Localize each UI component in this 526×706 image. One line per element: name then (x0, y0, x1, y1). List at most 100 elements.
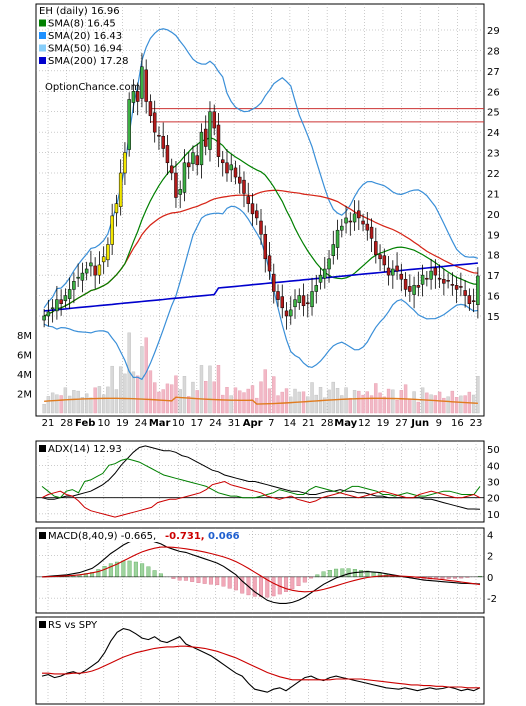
candle-body (318, 274, 323, 283)
volume-bar (204, 381, 208, 414)
x-tick-label: 10 (97, 418, 110, 429)
volume-bar (72, 390, 76, 414)
volume-bar (221, 394, 225, 414)
volume-bar (340, 395, 344, 414)
volume-bar (229, 395, 233, 414)
macd-histogram-bar (233, 576, 238, 591)
macd-histogram-bar (284, 576, 289, 592)
candle-body (80, 272, 85, 281)
volume-bar (195, 390, 199, 414)
candle-body (289, 309, 293, 317)
volume-bar (459, 395, 463, 414)
x-tick-label: Jun (410, 418, 429, 429)
candle-body (161, 135, 165, 149)
volume-bar (284, 388, 289, 414)
volume-bar (110, 365, 114, 414)
volume-bar (76, 390, 80, 414)
volume-bar (46, 396, 51, 414)
rs-legend-swatch (39, 621, 46, 628)
candle-body (369, 226, 374, 239)
macd-tick-label: 4 (487, 530, 493, 541)
volume-bar (399, 390, 404, 414)
adx-series-line (41, 458, 481, 499)
macd-histogram-bar (102, 566, 107, 578)
volume-bar (408, 399, 412, 414)
volume-bar (67, 395, 72, 414)
candle-body (408, 286, 412, 292)
rs-title-bg (37, 618, 109, 631)
candle-body (127, 99, 131, 150)
candle-body (46, 311, 51, 317)
candle-body (220, 159, 225, 164)
price-tick-label: 28 (487, 46, 500, 57)
candle-body (297, 295, 302, 303)
x-tick-label: May (334, 418, 357, 429)
volume-bar (170, 384, 174, 414)
candle-body (178, 189, 182, 195)
candle-body (135, 91, 140, 102)
volume-bar (276, 395, 280, 414)
x-tick-label: 28 (321, 418, 334, 429)
volume-bar (101, 394, 106, 414)
macd-histogram-bar (302, 576, 307, 583)
candle-body (216, 124, 221, 157)
volume-bar (416, 401, 421, 414)
candle-body (63, 295, 68, 301)
candle-body (301, 295, 306, 307)
price-panel-frame (35, 3, 485, 417)
candle-body (403, 278, 408, 290)
candle-body (420, 274, 425, 285)
candle-body (182, 162, 187, 193)
macd-tick-label: -2 (487, 594, 497, 605)
macd-histogram-bar (146, 566, 151, 578)
volume-bar (242, 392, 246, 414)
volume-bar (425, 392, 429, 414)
volume-bar (89, 397, 93, 414)
candle-body (246, 196, 250, 204)
adx-legend-swatch (39, 445, 46, 452)
x-tick-label: 21 (42, 418, 55, 429)
candle-body (280, 296, 285, 309)
volume-bar (55, 394, 59, 414)
price-tick-label: 23 (487, 149, 500, 160)
macd-histogram-bar (334, 568, 339, 578)
price-tick-label: 27 (487, 67, 500, 78)
macd-histogram-bar (202, 576, 207, 584)
candle-body (106, 244, 110, 261)
volume-bar (123, 373, 127, 414)
volume-bar (238, 390, 242, 414)
volume-bar (327, 389, 331, 414)
volume-bar (208, 365, 212, 414)
macd-histogram-bar (296, 576, 301, 587)
volume-bar (153, 382, 157, 414)
volume-bar (361, 394, 365, 414)
candle-body (157, 134, 161, 137)
volume-bar (174, 375, 178, 414)
x-tick-label: Apr (243, 418, 263, 429)
candle-body (55, 299, 59, 312)
volume-bar (476, 376, 480, 414)
macd-histogram-bar (346, 568, 351, 578)
legend-label: SMA(8) 16.45 (48, 19, 116, 30)
volume-bar (93, 387, 97, 414)
x-tick-label: 12 (358, 418, 371, 429)
volume-bar (454, 397, 459, 414)
price-tick-label: 29 (487, 26, 500, 37)
x-tick-label: 31 (228, 418, 241, 429)
macd-histogram-bar (133, 561, 138, 578)
candle-body (110, 215, 114, 245)
candle-body (446, 280, 450, 282)
price-tick-label: 19 (487, 230, 500, 241)
macd-histogram-bar (290, 576, 295, 590)
x-tick-label: Mar (149, 418, 171, 429)
macd-histogram-bar (259, 576, 264, 598)
volume-bar (357, 390, 361, 414)
candle-body (386, 267, 391, 276)
macd-histogram-value: 0.066 (208, 531, 240, 542)
volume-bar (310, 382, 314, 414)
volume-bar (263, 369, 267, 414)
candle-body (293, 299, 297, 308)
volume-tick-label: 8M (17, 331, 32, 342)
volume-bar (293, 388, 297, 414)
volume-bar (267, 388, 272, 414)
